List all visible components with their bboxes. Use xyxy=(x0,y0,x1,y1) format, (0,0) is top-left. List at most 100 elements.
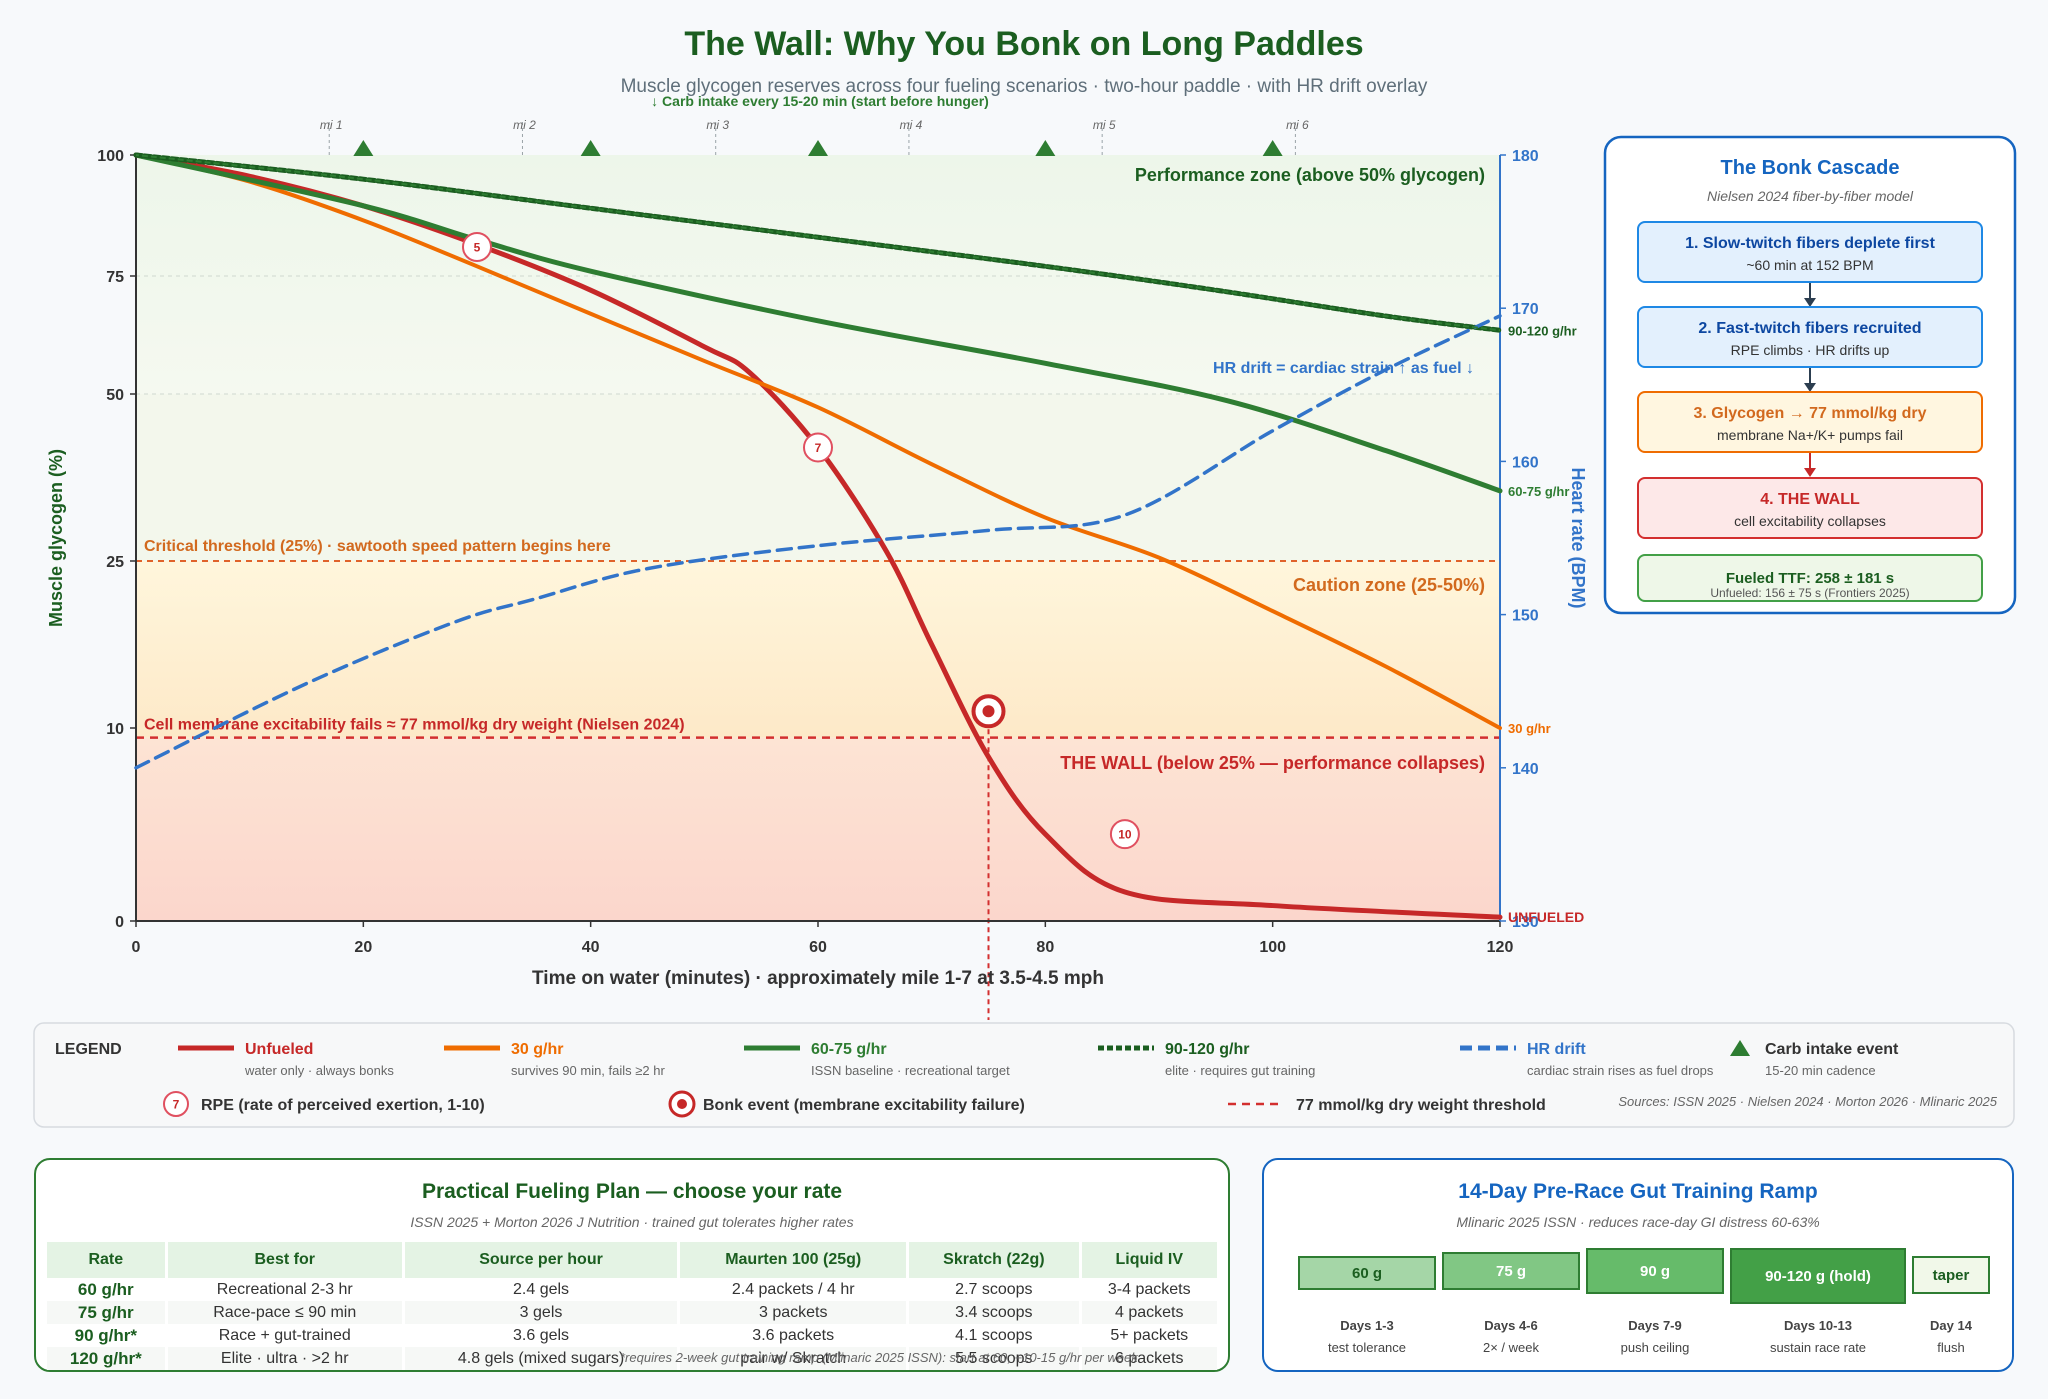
y2-tick-label: 130 xyxy=(1512,914,1539,931)
legend-label: HR drift xyxy=(1527,1041,1586,1058)
mile-marker-label: mi 2 xyxy=(513,118,536,132)
cascade-arrowhead xyxy=(1804,468,1816,477)
table-cell: 90 g/hr* xyxy=(74,1325,137,1345)
caution-zone-label: Caution zone (25-50%) xyxy=(1293,575,1485,595)
cascade-step-desc: ~60 min at 152 BPM xyxy=(1746,257,1873,273)
carb-intake-triangle xyxy=(808,140,828,156)
ramp-note: flush xyxy=(1937,1340,1965,1355)
table-cell: 60 g/hr xyxy=(77,1279,134,1299)
legend-desc: ISSN baseline · recreational target xyxy=(811,1063,1010,1078)
table-cell: 2.4 gels xyxy=(513,1280,570,1298)
cascade-step-title: 1. Slow-twitch fibers deplete first xyxy=(1685,235,1935,252)
rpe-marker xyxy=(803,432,833,463)
rpe-marker-label: 10 xyxy=(1118,828,1132,842)
col-header: Maurten 100 (25g) xyxy=(680,1242,907,1278)
x-tick-label: 120 xyxy=(1487,939,1514,956)
carb-intake-note: ↓ Carb intake every 15-20 min (start bef… xyxy=(651,93,989,109)
y2-axis-label: Heart rate (BPM) xyxy=(1568,467,1588,608)
x-axis-label: Time on water (minutes) · approximately … xyxy=(532,968,1104,989)
carb-intake-triangle xyxy=(1262,140,1283,156)
y2-tick-label: 170 xyxy=(1512,301,1539,318)
table-cell: 6 packets xyxy=(1081,1347,1217,1370)
rpe-marker-label: 7 xyxy=(815,441,822,455)
table-cell: Elite · ultra · >2 hr xyxy=(167,1347,402,1370)
y-tick-label: 25 xyxy=(106,554,124,571)
table-cell: 4.8 gels (mixed sugars) xyxy=(404,1347,678,1370)
cascade-step-desc: membrane Na+/K+ pumps fail xyxy=(1717,427,1903,443)
ramp-bar: taper xyxy=(1912,1256,1990,1294)
fueling-plan-panel: Practical Fueling Plan — choose your rat… xyxy=(34,1158,1230,1372)
caution-zone xyxy=(136,561,1500,738)
legend-desc: elite · requires gut training xyxy=(1165,1063,1315,1078)
fueling-table: Rate Best for Source per hour Maurten 10… xyxy=(44,1242,1220,1370)
table-cell: 120 g/hr* xyxy=(47,1347,165,1370)
x-tick-label: 80 xyxy=(1036,939,1054,956)
table-cell: 4 packets xyxy=(1081,1301,1217,1324)
ttf-subtitle: Unfueled: 156 ± 75 s (Frontiers 2025) xyxy=(1710,586,1909,600)
y-tick-label: 0 xyxy=(115,914,124,931)
ramp-note: push ceiling xyxy=(1620,1340,1690,1355)
mile-marker-label: mi 3 xyxy=(706,118,729,132)
mile-marker-label: mi 5 xyxy=(1093,118,1116,132)
legend-bonk-label: Bonk event (membrane excitability failur… xyxy=(703,1097,1025,1114)
col-header: Liquid IV xyxy=(1081,1242,1217,1278)
cascade-step-title: 2. Fast-twitch fibers recruited xyxy=(1698,320,1921,337)
fueling-footnote: *requires 2-week gut training ramp (Mlin… xyxy=(620,1350,1138,1365)
gut-training-title: 14-Day Pre-Race Gut Training Ramp xyxy=(1458,1180,1818,1203)
col-header: Rate xyxy=(47,1242,165,1278)
cascade-step-desc: cell excitability collapses xyxy=(1734,513,1886,529)
ramp-days: Days 10-13 xyxy=(1784,1318,1852,1333)
table-cell: 2.4 packets / 4 hr xyxy=(731,1280,855,1298)
ttf-title: Fueled TTF: 258 ± 181 s xyxy=(1726,570,1894,587)
series-end-label: 90-120 g/hr xyxy=(1508,323,1577,338)
legend-label: Unfueled xyxy=(245,1041,313,1058)
mile-marker-label: mi 1 xyxy=(320,118,343,132)
table-cell: 2.7 scoops xyxy=(955,1280,1033,1298)
table-cell: 3.6 gels xyxy=(513,1326,570,1344)
ramp-bar: 90-120 g (hold) xyxy=(1730,1248,1906,1304)
performance-zone-lower xyxy=(136,394,1500,561)
cascade-step-title: 3. Glycogen → 77 mmol/kg dry xyxy=(1694,405,1927,422)
col-header: Source per hour xyxy=(404,1242,678,1278)
gut-training-panel: 14-Day Pre-Race Gut Training Ramp Mlinar… xyxy=(1262,1158,2014,1372)
y2-tick-label: 160 xyxy=(1512,454,1539,471)
wall-zone-label: THE WALL (below 25% — performance collap… xyxy=(1060,753,1485,773)
cascade-step xyxy=(1637,477,1983,539)
y-tick-label: 10 xyxy=(106,721,124,738)
rpe-marker xyxy=(462,231,492,262)
ramp-bar: 60 g xyxy=(1298,1256,1436,1290)
col-header: Skratch (22g) xyxy=(909,1242,1079,1278)
mile-marker-label: mi 6 xyxy=(1286,118,1309,132)
cascade-step-title: 4. THE WALL xyxy=(1760,491,1860,508)
y2-tick-label: 150 xyxy=(1512,608,1539,625)
table-cell: 75 g/hr xyxy=(47,1301,165,1324)
cascade-title: The Bonk Cascade xyxy=(1721,157,1900,179)
table-cell: 5+ packets xyxy=(1110,1326,1189,1344)
fuel-30-line xyxy=(134,153,1502,730)
table-cell: Race-pace ≤ 90 min xyxy=(167,1301,402,1324)
cascade-step xyxy=(1637,306,1983,368)
legend-rpe-marker xyxy=(163,1091,189,1117)
table-row: 75 g/hr Race-pace ≤ 90 min 3 gels 3 pack… xyxy=(47,1301,1217,1324)
legend-label: 30 g/hr xyxy=(511,1041,563,1058)
legend-threshold-label: 77 mmol/kg dry weight threshold xyxy=(1296,1097,1546,1114)
legend-box xyxy=(33,1022,2015,1128)
bonk-event-marker-core xyxy=(982,705,995,718)
legend-desc: cardiac strain rises as fuel drops xyxy=(1527,1063,1714,1078)
rpe-marker-label: 5 xyxy=(474,240,481,254)
legend-carb-triangle xyxy=(1730,1040,1750,1056)
cascade-step xyxy=(1637,221,1983,283)
chart-subtitle: Muscle glycogen reserves across four fue… xyxy=(621,76,1428,97)
x-tick-label: 20 xyxy=(354,939,372,956)
ramp-note: test tolerance xyxy=(1327,1340,1407,1355)
table-cell: 3 packets xyxy=(680,1301,907,1324)
legend-title: LEGEND xyxy=(55,1041,122,1058)
x-tick-label: 0 xyxy=(132,939,141,956)
legend-label: Carb intake event xyxy=(1765,1041,1899,1058)
fueling-plan-subtitle: ISSN 2025 + Morton 2026 J Nutrition · tr… xyxy=(410,1214,854,1230)
table-cell: 4.1 scoops xyxy=(955,1326,1033,1344)
legend-label: 90-120 g/hr xyxy=(1165,1041,1249,1058)
y-tick-label: 100 xyxy=(97,148,124,165)
y-tick-label: 50 xyxy=(106,387,124,404)
legend-bonk-marker-core xyxy=(677,1099,687,1109)
